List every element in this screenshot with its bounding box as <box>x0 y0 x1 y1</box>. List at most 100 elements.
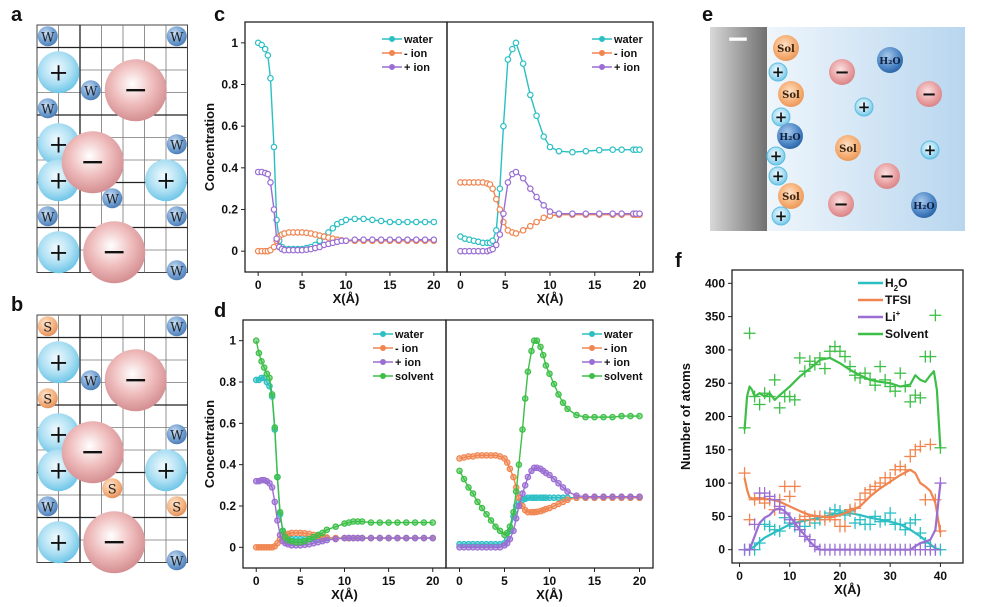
data-point <box>385 534 392 542</box>
data-point <box>559 399 567 406</box>
anion-symbol: − <box>879 166 894 187</box>
water-symbol: W <box>41 500 55 515</box>
data-point <box>618 146 625 154</box>
legend-marker <box>589 331 595 337</box>
y-tick-label: 0 <box>231 244 238 258</box>
data-point <box>869 480 882 493</box>
series-water <box>456 494 643 548</box>
data-point <box>773 525 786 538</box>
data-point <box>521 395 529 402</box>
data-point <box>838 350 851 363</box>
data-point <box>573 492 580 499</box>
data-point <box>844 360 857 373</box>
data-point <box>252 337 260 344</box>
legend-marker <box>589 373 595 379</box>
data-point <box>773 500 786 513</box>
anion-icon <box>104 59 167 122</box>
data-point <box>823 345 836 358</box>
data-point <box>929 309 942 322</box>
data-point <box>255 349 263 357</box>
legend-marker <box>380 331 386 337</box>
data-point <box>783 513 796 526</box>
panel-label-f: f <box>675 250 682 272</box>
data-point <box>573 411 580 419</box>
data-point <box>763 490 776 503</box>
data-point <box>421 236 429 244</box>
data-point <box>743 327 756 340</box>
data-point <box>609 210 616 217</box>
data-point <box>844 503 857 516</box>
series--ion <box>456 452 643 516</box>
cation-symbol: + <box>48 420 68 448</box>
data-point <box>904 450 917 463</box>
cation-symbol: + <box>775 207 788 225</box>
an-particle: − <box>874 163 900 189</box>
legend-marker <box>389 36 395 42</box>
data-point <box>504 56 512 63</box>
legend-label: water <box>394 329 424 341</box>
y-tick-label: 0.4 <box>221 161 238 175</box>
x-tick-label: 10 <box>339 278 353 292</box>
legend-marker <box>389 50 395 56</box>
data-point <box>524 368 532 375</box>
data-point <box>542 362 550 369</box>
cat-particle: + <box>920 140 940 160</box>
data-point <box>487 517 495 524</box>
data-point <box>618 493 625 501</box>
cation-symbol: + <box>156 166 176 194</box>
data-point <box>332 523 339 530</box>
data-point <box>627 412 634 420</box>
solvent-icon <box>835 135 861 161</box>
water-icon <box>37 206 58 227</box>
water-icon <box>166 260 187 281</box>
data-point <box>342 216 350 224</box>
y-tick-label: 0.8 <box>219 375 236 389</box>
chart-d-left: 0 5 10 15 20 X(Å) 0 0.2 0.4 0.6 0.8 1 Concentration w… <box>202 319 447 602</box>
water-icon <box>911 192 937 218</box>
x-tick-label: 15 <box>382 574 396 588</box>
data-point <box>884 471 897 484</box>
data-point <box>533 218 540 226</box>
legend: water - ion + ion <box>592 34 643 74</box>
cation-symbol: + <box>156 456 176 484</box>
x-tick-label: 5 <box>299 278 306 292</box>
legend-label: + ion <box>404 62 430 74</box>
data-point <box>395 236 402 244</box>
legend-item: Li+ <box>858 309 901 324</box>
cation-icon <box>37 341 80 384</box>
x-tick-label: 5 <box>501 574 508 588</box>
data-point <box>636 210 643 217</box>
solvent-molecule: S <box>37 316 58 337</box>
cation-symbol: + <box>48 456 68 484</box>
water-symbol: W <box>41 102 55 117</box>
data-point <box>412 236 420 244</box>
anion-symbol: − <box>123 72 148 107</box>
data-point <box>803 355 816 368</box>
series-curve <box>744 482 942 551</box>
y-axis-label: Concentration <box>202 103 217 191</box>
legend-label: + ion <box>604 357 630 369</box>
cation-symbol: + <box>772 167 785 185</box>
data-point <box>854 493 867 506</box>
data-point <box>500 122 507 130</box>
data-point <box>258 358 265 365</box>
solvent-label: Sol <box>782 192 800 203</box>
data-point <box>818 362 831 375</box>
data-point <box>591 413 598 421</box>
data-point <box>894 518 907 531</box>
x-tick-label: 20 <box>633 574 647 588</box>
data-point <box>503 529 511 537</box>
solvent-symbol: S <box>43 392 52 407</box>
data-point <box>267 74 274 82</box>
legend-label: - ion <box>404 48 427 60</box>
y-tick-label: 0.8 <box>221 78 238 92</box>
panel-label-c: c <box>214 4 226 26</box>
water-icon <box>37 496 58 517</box>
data-point <box>748 518 761 531</box>
data-point <box>358 534 366 542</box>
solvent-symbol: S <box>172 500 181 515</box>
data-point <box>420 534 428 542</box>
x-tick-label: 20 <box>426 574 440 588</box>
y-axis-label: Number of atoms <box>678 363 693 470</box>
anion-icon <box>61 421 124 484</box>
